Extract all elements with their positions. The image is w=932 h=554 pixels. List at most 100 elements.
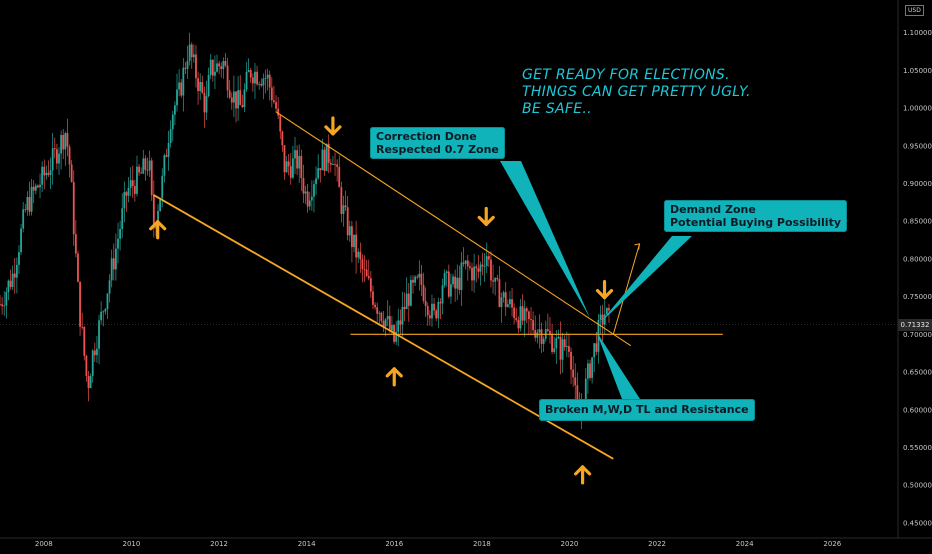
candle-body	[589, 363, 591, 378]
candle-body	[338, 166, 341, 188]
y-tick-label: 1.00000	[903, 105, 932, 113]
candle-body	[228, 90, 231, 98]
candle-body	[348, 226, 351, 236]
candle-body	[214, 71, 216, 76]
y-tick-label: 1.10000	[903, 29, 932, 37]
x-tick-label: 2018	[473, 540, 491, 548]
candle-body	[527, 311, 530, 320]
x-tick-label: 2026	[823, 540, 841, 548]
candle-body	[521, 306, 524, 321]
candle-body	[98, 320, 100, 349]
arrow-down-icon	[324, 116, 342, 136]
candle-body	[511, 299, 513, 308]
candle-body	[473, 266, 476, 281]
candle-body	[359, 251, 362, 260]
candle-body	[391, 325, 393, 331]
candle-body	[405, 293, 408, 310]
candle-body	[262, 78, 265, 86]
candle-body	[211, 59, 214, 76]
candle-body	[540, 329, 543, 344]
candle-body	[334, 164, 336, 165]
candle-body	[237, 90, 240, 109]
trendline-lower	[152, 194, 614, 460]
y-tick-label: 0.60000	[903, 406, 932, 414]
trendline-upper	[275, 111, 632, 347]
candle-body	[140, 172, 143, 174]
candle-body	[9, 280, 12, 287]
candle-body	[129, 180, 132, 188]
candle-body	[254, 71, 256, 84]
x-tick-label: 2014	[298, 540, 316, 548]
candle-body	[340, 187, 343, 214]
candle-body	[32, 186, 35, 191]
candle-body	[64, 133, 67, 150]
candle-body	[133, 185, 136, 194]
candle-body	[190, 44, 193, 58]
candle-body	[591, 357, 594, 378]
candle-body	[325, 143, 328, 171]
candle-body	[62, 134, 65, 150]
candle-body	[332, 164, 334, 165]
candle-body	[403, 306, 406, 310]
candle-body	[275, 102, 277, 109]
candle-body	[608, 307, 610, 311]
candle-body	[298, 155, 301, 169]
candle-body	[494, 277, 497, 282]
candle-body	[11, 273, 14, 287]
candle-body	[49, 170, 52, 175]
candle-body	[399, 320, 402, 325]
candle-body	[180, 82, 183, 96]
candle-body	[584, 378, 587, 408]
candle-body	[572, 369, 575, 378]
candle-body	[192, 54, 195, 58]
callout-broken-tl: Broken M,W,D TL and Resistance	[539, 399, 755, 421]
y-tick-label: 0.70000	[903, 331, 932, 339]
candle-body	[357, 251, 360, 258]
candle-body	[70, 164, 73, 183]
callout-demand-pointer	[600, 236, 692, 323]
candle-body	[161, 175, 164, 198]
candle-body	[365, 269, 368, 277]
y-axis: 1.10000 1.05000 1.00000 0.95000 0.90000 0.850…	[897, 0, 932, 538]
candle-body	[195, 54, 197, 79]
candle-body	[437, 302, 440, 319]
candle-body	[131, 180, 134, 186]
candle-body	[342, 205, 345, 214]
candle-body	[551, 333, 553, 352]
y-tick-label: 0.80000	[903, 255, 932, 263]
candle-body	[268, 74, 271, 88]
candle-body	[247, 70, 250, 73]
currency-badge[interactable]: USD	[905, 5, 924, 16]
candle-body	[37, 185, 39, 188]
candle-body	[230, 97, 233, 103]
candles	[0, 32, 610, 430]
candle-body	[586, 363, 589, 379]
candle-body	[289, 166, 292, 178]
candle-body	[216, 63, 218, 72]
candle-body	[184, 67, 187, 69]
candle-body	[108, 280, 111, 294]
candle-body	[20, 228, 22, 253]
trendlines	[152, 111, 723, 460]
candle-body	[414, 276, 417, 283]
candle-body	[281, 131, 284, 146]
candle-body	[296, 150, 299, 169]
candle-body	[346, 207, 349, 236]
y-tick-label: 0.75000	[903, 293, 932, 301]
candle-body	[283, 145, 286, 173]
candle-body	[58, 153, 60, 164]
candle-body	[220, 66, 223, 70]
candle-body	[222, 60, 225, 70]
candle-body	[224, 60, 227, 66]
candle-body	[378, 312, 381, 314]
candle-body	[310, 196, 313, 201]
y-tick-label: 0.50000	[903, 482, 932, 490]
candle-body	[504, 292, 507, 307]
candle-body	[458, 277, 461, 290]
candle-body	[321, 149, 324, 171]
candle-body	[68, 146, 71, 165]
candle-body	[315, 178, 317, 185]
candle-body	[102, 311, 105, 313]
